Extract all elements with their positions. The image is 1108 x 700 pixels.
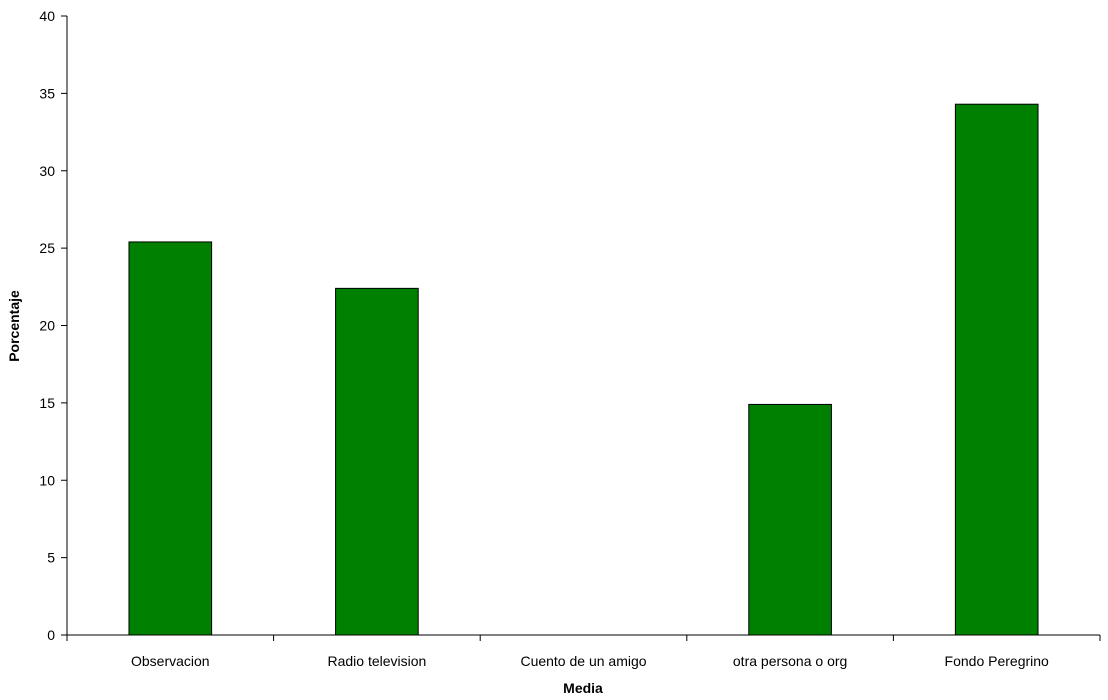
y-tick-label: 20 (39, 318, 55, 334)
y-tick-label: 15 (39, 395, 55, 411)
y-tick-label: 40 (39, 8, 55, 24)
x-tick-label: Observacion (131, 653, 210, 669)
x-tick-label: Cuento de un amigo (520, 653, 646, 669)
y-tick-label: 30 (39, 163, 55, 179)
bars (129, 104, 1038, 635)
bar (336, 288, 419, 635)
x-axis-title: Media (563, 680, 603, 696)
y-axis-title: Porcentaje (6, 290, 22, 362)
y-tick-label: 10 (39, 472, 55, 488)
x-tick-label: Radio television (327, 653, 426, 669)
y-axis-ticks: 0 5 10 15 20 25 30 35 40 (39, 8, 67, 643)
bar (955, 104, 1038, 635)
x-tick-label: Fondo Peregrino (945, 653, 1050, 669)
bar (129, 242, 212, 635)
x-axis-ticks (67, 635, 1100, 641)
x-axis-tick-labels: Observacion Radio television Cuento de un … (131, 653, 1049, 669)
y-tick-label: 0 (47, 627, 55, 643)
bar (749, 404, 832, 635)
y-tick-label: 35 (39, 85, 55, 101)
x-tick-label: otra persona o org (733, 653, 847, 669)
y-tick-label: 5 (47, 550, 55, 566)
y-tick-label: 25 (39, 240, 55, 256)
